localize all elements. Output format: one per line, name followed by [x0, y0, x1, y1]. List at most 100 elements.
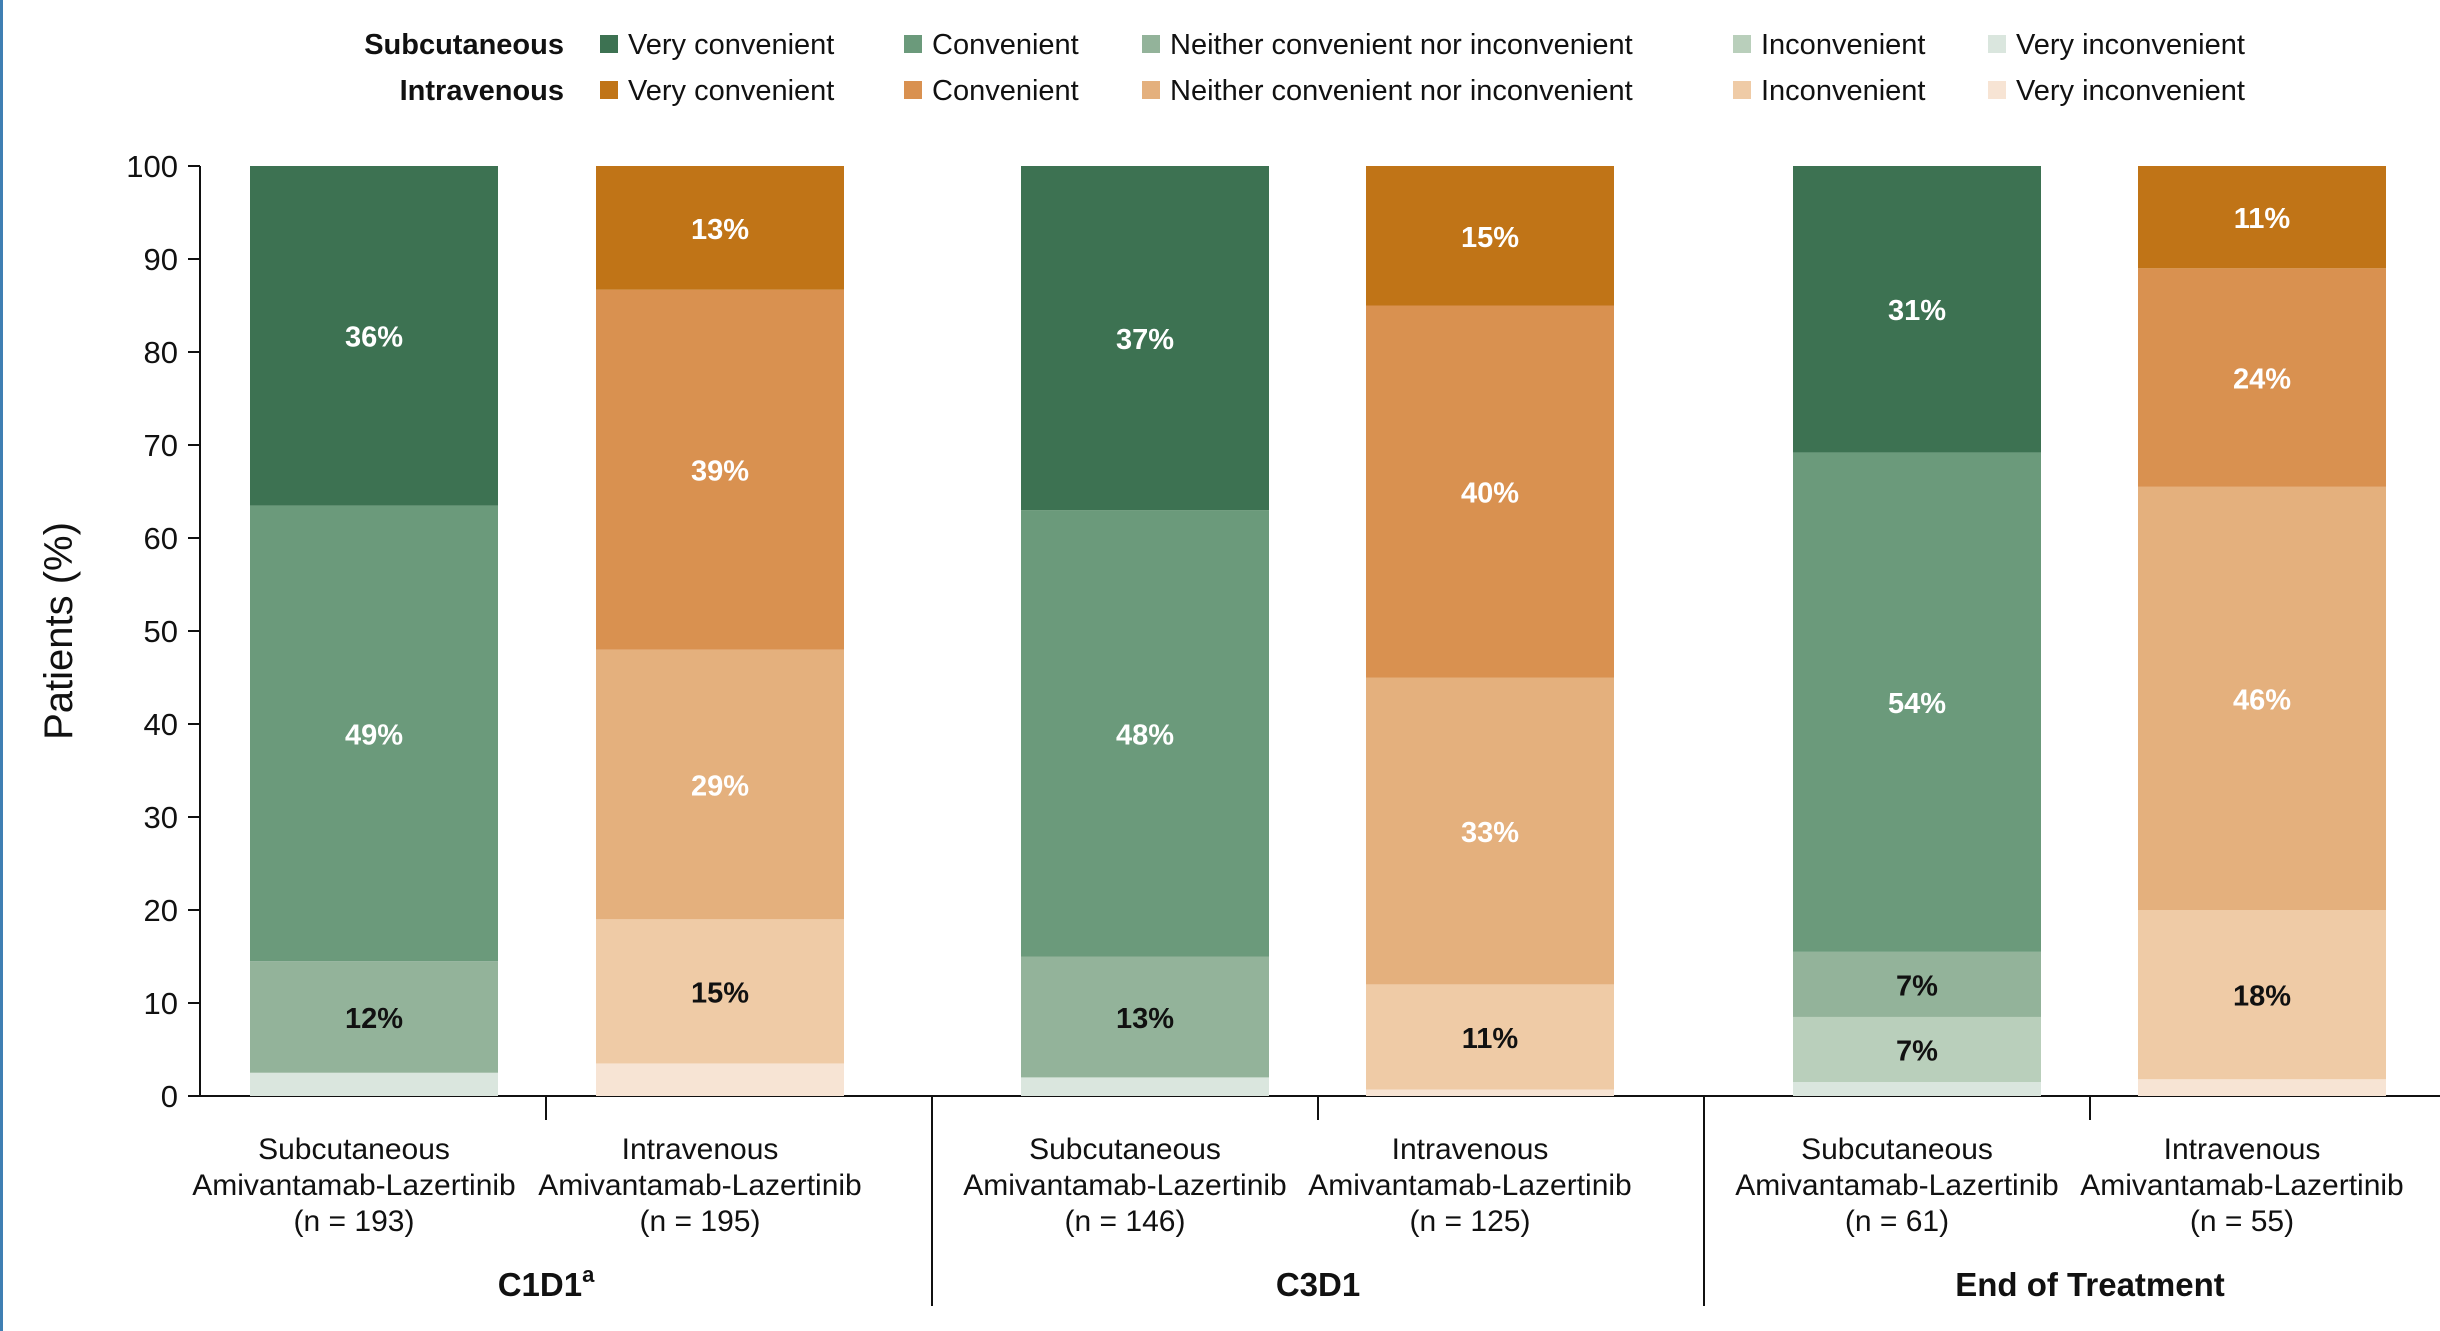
bar-segment: [1793, 1016, 2041, 1083]
legend-label: Very convenient: [628, 29, 834, 61]
bar-data-label: 13%: [691, 214, 749, 246]
y-tick-label: 30: [144, 800, 178, 835]
bar-segment: [1021, 1077, 1269, 1096]
legend-label: Neither convenient nor inconvenient: [1170, 75, 1633, 107]
bar-data-label: 31%: [1888, 295, 1946, 327]
legend-swatch: [1142, 35, 1160, 53]
bar-data-label: 18%: [2233, 981, 2291, 1013]
group-label: C3D1: [1276, 1266, 1360, 1303]
bar-segment: [596, 289, 844, 650]
legend-swatch: [904, 35, 922, 53]
x-category-label-line1: Subcutaneous: [1801, 1133, 1993, 1166]
x-category-label-line2: Amivantamab-Lazertinib: [1308, 1169, 1631, 1202]
y-tick-label: 20: [144, 893, 178, 928]
bar-segment: [1793, 166, 2041, 453]
bar-data-label: 24%: [2233, 364, 2291, 396]
bar-data-label: 37%: [1116, 324, 1174, 356]
legend-label: Neither convenient nor inconvenient: [1170, 29, 1633, 61]
bar-data-label: 39%: [691, 456, 749, 488]
legend-label: Convenient: [932, 75, 1079, 107]
legend-label: Inconvenient: [1761, 75, 1925, 107]
group-label: C1D1a: [498, 1262, 595, 1303]
x-category-label-line3: (n = 193): [294, 1205, 415, 1238]
bar-data-label: 7%: [1896, 1036, 1938, 1068]
bar-data-label: 46%: [2233, 684, 2291, 716]
x-category-label-line1: Subcutaneous: [258, 1133, 450, 1166]
bar-segment: [1793, 1082, 2041, 1096]
bar-segment: [1021, 510, 1269, 957]
group-label-superscript: a: [582, 1262, 595, 1287]
group-label: End of Treatment: [1955, 1266, 2225, 1303]
x-category-label-line3: (n = 195): [640, 1205, 761, 1238]
legend-swatch: [904, 81, 922, 99]
x-category-label-line3: (n = 61): [1845, 1205, 1949, 1238]
x-category-label-line1: Intravenous: [622, 1133, 779, 1166]
bar-segment: [2138, 268, 2386, 487]
bar-data-label: 36%: [345, 322, 403, 354]
x-category-label-line2: Amivantamab-Lazertinib: [538, 1169, 861, 1202]
bar-segment: [1793, 951, 2041, 1017]
bar-data-label: 15%: [691, 977, 749, 1009]
bar-segment: [1793, 452, 2041, 952]
x-category-label-line1: Subcutaneous: [1029, 1133, 1221, 1166]
x-category-label-line3: (n = 55): [2190, 1205, 2294, 1238]
bar-segment: [1366, 677, 1614, 985]
bar-segment: [250, 166, 498, 506]
bar-segment: [2138, 910, 2386, 1080]
bar-segment: [1021, 956, 1269, 1078]
bar-segment: [596, 649, 844, 920]
legend-label: Very inconvenient: [2016, 75, 2245, 107]
x-category-label-line2: Amivantamab-Lazertinib: [2080, 1169, 2403, 1202]
bar-data-label: 48%: [1116, 719, 1174, 751]
legend-swatch: [1733, 35, 1751, 53]
bar-data-label: 7%: [1896, 970, 1938, 1002]
y-tick-label: 40: [144, 707, 178, 742]
bar-data-label: 11%: [2234, 203, 2291, 235]
legend-swatch: [1988, 81, 2006, 99]
bar-segment: [1021, 166, 1269, 511]
bar-segment: [596, 919, 844, 1064]
y-tick-label: 60: [144, 521, 178, 556]
bar-segment: [596, 1063, 844, 1096]
bar-data-label: 11%: [1462, 1023, 1519, 1055]
bar-data-label: 13%: [1116, 1003, 1174, 1035]
bar-segment: [2138, 486, 2386, 910]
bar-segment: [1366, 984, 1614, 1090]
bar-data-label: 54%: [1888, 688, 1946, 720]
bar-segment: [1366, 305, 1614, 678]
bar-data-label: 29%: [691, 770, 749, 802]
bar-segment: [250, 1072, 498, 1096]
legend-swatch: [600, 81, 618, 99]
y-tick-label: 70: [144, 428, 178, 463]
bar-segment: [1366, 1089, 1614, 1096]
legend-swatch: [1988, 35, 2006, 53]
y-tick-label: 90: [144, 242, 178, 277]
bar-segment: [250, 505, 498, 962]
bar-data-label: 15%: [1461, 222, 1519, 254]
legend-series-name: Intravenous: [400, 75, 564, 107]
bar-segment: [2138, 1079, 2386, 1096]
bar-data-label: 12%: [345, 1003, 403, 1035]
bar-data-label: 40%: [1461, 478, 1519, 510]
legend-swatch: [600, 35, 618, 53]
x-category-label-line3: (n = 125): [1410, 1205, 1531, 1238]
x-category-label-line2: Amivantamab-Lazertinib: [963, 1169, 1286, 1202]
bar-segment: [596, 166, 844, 290]
bar-segment: [1366, 166, 1614, 306]
x-category-label-line1: Intravenous: [2164, 1133, 2321, 1166]
bar-data-label: 49%: [345, 719, 403, 751]
y-tick-label: 100: [126, 149, 178, 184]
legend-label: Convenient: [932, 29, 1079, 61]
legend-label: Very inconvenient: [2016, 29, 2245, 61]
y-tick-label: 80: [144, 335, 178, 370]
bar-data-label: 33%: [1461, 817, 1519, 849]
legend-label: Very convenient: [628, 75, 834, 107]
frame-edge: [0, 0, 3, 1331]
legend-label: Inconvenient: [1761, 29, 1925, 61]
y-tick-label: 10: [144, 986, 178, 1021]
x-category-label-line2: Amivantamab-Lazertinib: [192, 1169, 515, 1202]
legend-series-name: Subcutaneous: [364, 29, 564, 61]
x-category-label-line2: Amivantamab-Lazertinib: [1735, 1169, 2058, 1202]
legend-swatch: [1733, 81, 1751, 99]
